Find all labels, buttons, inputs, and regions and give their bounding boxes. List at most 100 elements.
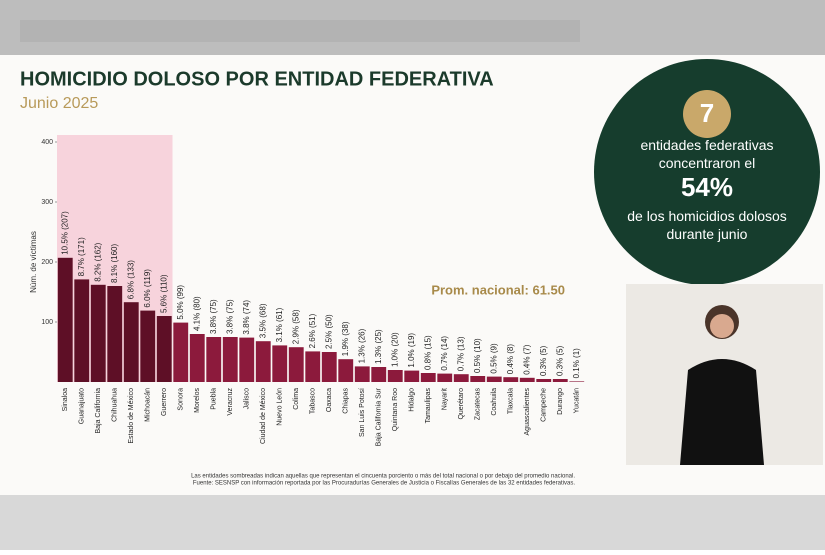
value-label: 6.8% (133) [126,260,135,299]
bar [486,376,502,382]
bar [569,381,585,382]
value-label: 6.0% (119) [143,269,152,308]
value-label: 0.4% (7) [522,344,531,375]
value-label: 8.2% (162) [93,242,102,281]
value-label: 4.1% (80) [192,296,201,331]
value-label: 0.8% (15) [423,335,432,370]
x-tick-label: Aguascalientes [524,388,531,436]
bar [189,334,205,382]
bar [272,345,288,382]
x-tick-label: Ciudad de México [260,388,267,444]
x-tick-label: Estado de México [128,388,135,444]
bar [255,341,271,382]
bar [536,379,552,382]
x-tick-label: Hidalgo [409,388,416,412]
x-tick-label: Zacatecas [475,388,482,421]
interpreter-body [680,359,764,465]
x-tick-label: Nayarit [442,388,449,410]
value-label: 3.8% (74) [242,300,251,335]
annotation: Prom. nacional: 61.50 [431,282,565,297]
value-label: 1.0% (20) [390,332,399,367]
value-label: 0.5% (10) [473,338,482,373]
bar [437,373,453,382]
x-tick-label: Tabasco [310,388,317,414]
value-label: 2.9% (58) [291,309,300,344]
value-label: 0.7% (14) [440,336,449,371]
bar [90,284,106,382]
value-label: 8.1% (160) [110,244,119,283]
callout-top-box: entidades federativas concentraron el [640,137,774,171]
footnote: Fuente: SESNSP con información reportada… [193,481,575,487]
x-tick-label: Coahuila [491,388,498,416]
bar [470,376,486,382]
x-tick-label: Chihuahua [112,388,119,422]
callout-percent: 54% [681,172,733,202]
bar [371,367,387,382]
value-label: 1.3% (25) [374,329,383,364]
value-label: 1.9% (38) [341,321,350,356]
value-label: 1.0% (19) [407,333,416,368]
bar [519,377,535,382]
bar [239,337,255,382]
footnote: Las entidades sombreadas indican aquella… [191,474,575,480]
x-tick-label: Tlaxcala [508,388,515,414]
bar [338,359,354,382]
value-label: 2.6% (51) [308,313,317,348]
value-label: 0.5% (9) [489,343,498,374]
x-tick-label: Baja California Sur [376,387,383,446]
x-tick-label: Morelos [194,388,201,413]
bar [123,302,139,382]
value-label: 1.3% (26) [357,328,366,363]
y-tick-label: 400 [41,139,53,146]
bar [74,279,90,382]
y-tick-label: 200 [41,259,53,266]
value-label: 5.6% (110) [159,274,168,313]
value-label: 3.8% (75) [209,299,218,334]
x-tick-label: Campeche [541,388,548,422]
bar [354,366,370,382]
callout-circle [594,59,820,285]
bar [503,377,519,382]
value-label: 0.1% (1) [572,348,581,379]
bar [140,310,156,382]
x-tick-label: Puebla [211,388,218,410]
bar [57,257,73,382]
chart-subtitle: Junio 2025 [20,95,98,112]
blurred-text [20,20,580,42]
x-tick-label: Tamaulipas [425,388,432,424]
value-label: 0.7% (13) [456,336,465,371]
value-label: 10.5% (207) [60,211,69,255]
x-tick-label: Veracruz [227,388,234,416]
bar [305,351,321,382]
callout-top: entidades federativas concentraron el [640,137,774,171]
bar [420,373,436,382]
x-tick-label: Guanajuato [79,388,86,424]
x-tick-label: San Luis Potosí [359,388,366,437]
x-tick-label: Baja California [95,388,102,434]
value-label: 2.5% (50) [324,314,333,349]
callout-bottom: de los homicidios dolosos durante junio [627,208,787,242]
callout-badge [683,90,731,138]
bar [173,322,189,382]
bar [453,374,469,382]
value-label: 8.7% (171) [77,237,86,276]
bar [206,337,222,382]
y-tick-label: 300 [41,199,53,206]
chart-title: HOMICIDIO DOLOSO POR ENTIDAD FEDERATIVA [20,68,494,90]
x-tick-label: Nuevo León [277,388,284,426]
bar [404,370,420,382]
value-label: 5.0% (99) [176,285,185,320]
value-label: 0.3% (5) [539,345,548,376]
x-tick-label: Chiapas [343,388,350,414]
x-tick-label: Michoacán [145,388,152,422]
bar [552,379,568,382]
x-tick-label: Guerrero [161,388,168,416]
callout-bottom-box: de los homicidios dolosos durante junio [627,208,787,242]
interpreter-face [710,314,734,338]
bar [156,316,172,382]
x-tick-label: Querétaro [458,388,465,420]
y-tick-label: 100 [41,319,53,326]
bar [387,370,403,382]
